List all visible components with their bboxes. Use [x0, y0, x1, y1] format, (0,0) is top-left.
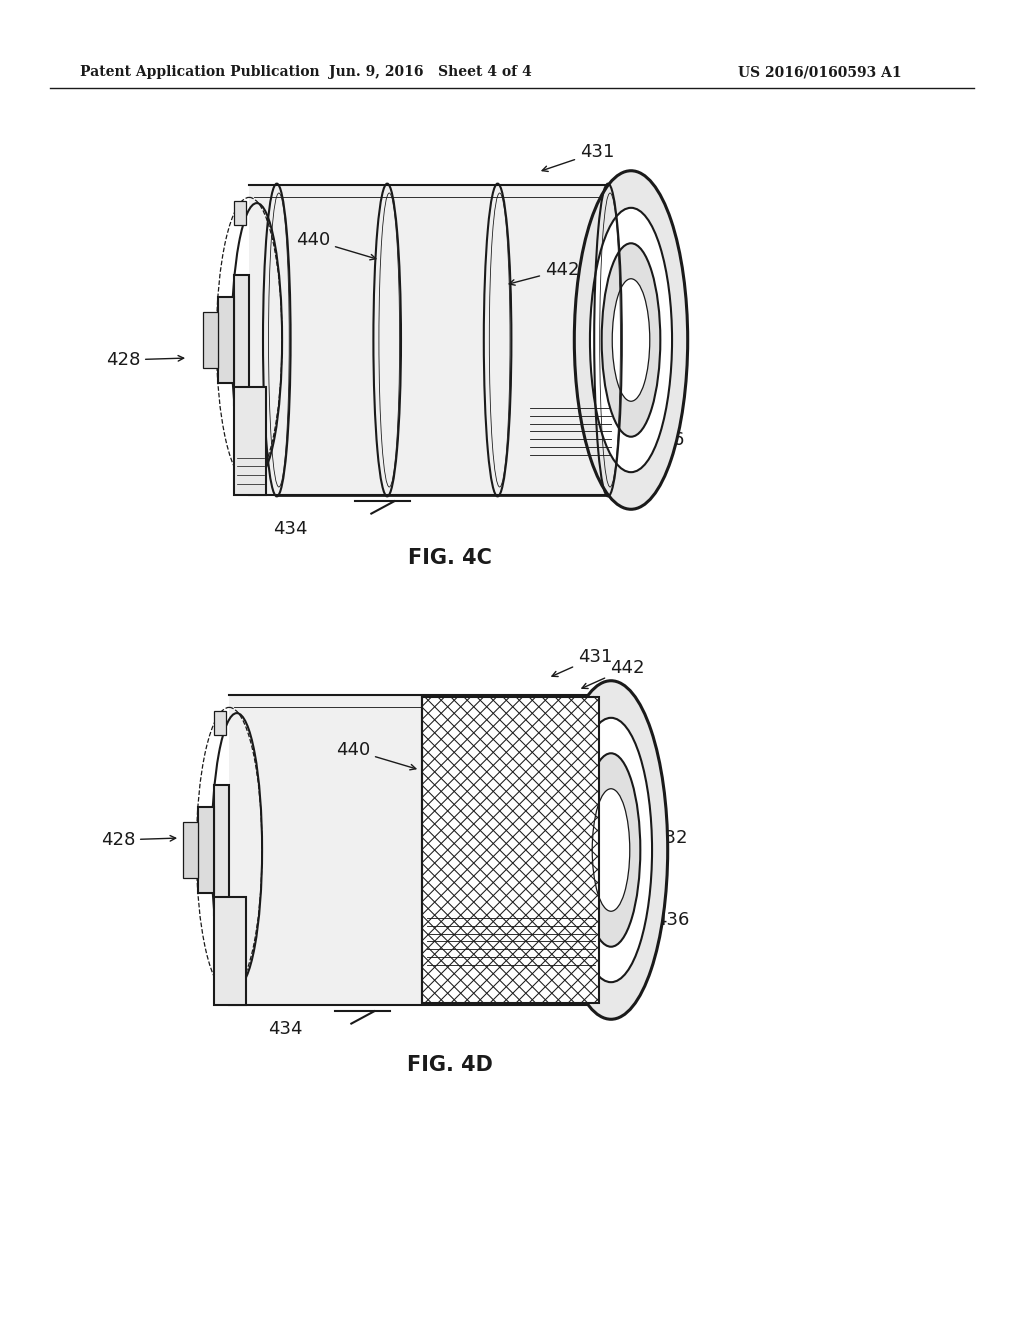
Ellipse shape	[574, 170, 688, 510]
Ellipse shape	[622, 312, 641, 370]
Text: FIG. 4D: FIG. 4D	[408, 1055, 493, 1074]
Ellipse shape	[592, 789, 630, 911]
Bar	[183, 822, 198, 878]
Bar	[218, 297, 234, 383]
Bar	[422, 697, 599, 1003]
Bar	[422, 697, 599, 1003]
Text: 432: 432	[631, 829, 687, 847]
Text: Patent Application Publication: Patent Application Publication	[80, 65, 319, 79]
Bar	[198, 807, 214, 894]
Ellipse shape	[590, 207, 672, 473]
Bar	[214, 785, 229, 915]
Text: 434: 434	[272, 520, 307, 539]
Text: 428: 428	[105, 351, 183, 370]
Bar	[203, 312, 218, 368]
Text: 434: 434	[267, 1020, 302, 1038]
Text: 442: 442	[582, 659, 644, 689]
Bar	[214, 965, 225, 990]
Text: 436: 436	[630, 432, 684, 449]
Bar	[229, 696, 611, 1005]
Text: 431: 431	[542, 143, 614, 172]
Text: 436: 436	[632, 911, 689, 929]
Text: 440: 440	[336, 741, 416, 770]
Text: 428: 428	[100, 832, 176, 849]
Text: US 2016/0160593 A1: US 2016/0160593 A1	[738, 65, 902, 79]
Ellipse shape	[570, 718, 652, 982]
Text: FIG. 4C: FIG. 4C	[408, 548, 492, 568]
Ellipse shape	[554, 681, 668, 1019]
Bar	[234, 454, 246, 479]
Text: 442: 442	[509, 261, 580, 285]
Text: 440: 440	[296, 231, 376, 260]
Ellipse shape	[602, 243, 660, 437]
Bar	[234, 275, 249, 405]
Bar	[234, 201, 246, 226]
Text: Jun. 9, 2016   Sheet 4 of 4: Jun. 9, 2016 Sheet 4 of 4	[329, 65, 531, 79]
Bar	[234, 387, 266, 495]
Bar	[249, 185, 631, 495]
Ellipse shape	[582, 754, 640, 946]
Text: 432: 432	[632, 346, 689, 364]
Bar	[214, 710, 225, 735]
Ellipse shape	[612, 279, 650, 401]
Bar	[214, 896, 247, 1005]
Text: 431: 431	[552, 648, 612, 677]
